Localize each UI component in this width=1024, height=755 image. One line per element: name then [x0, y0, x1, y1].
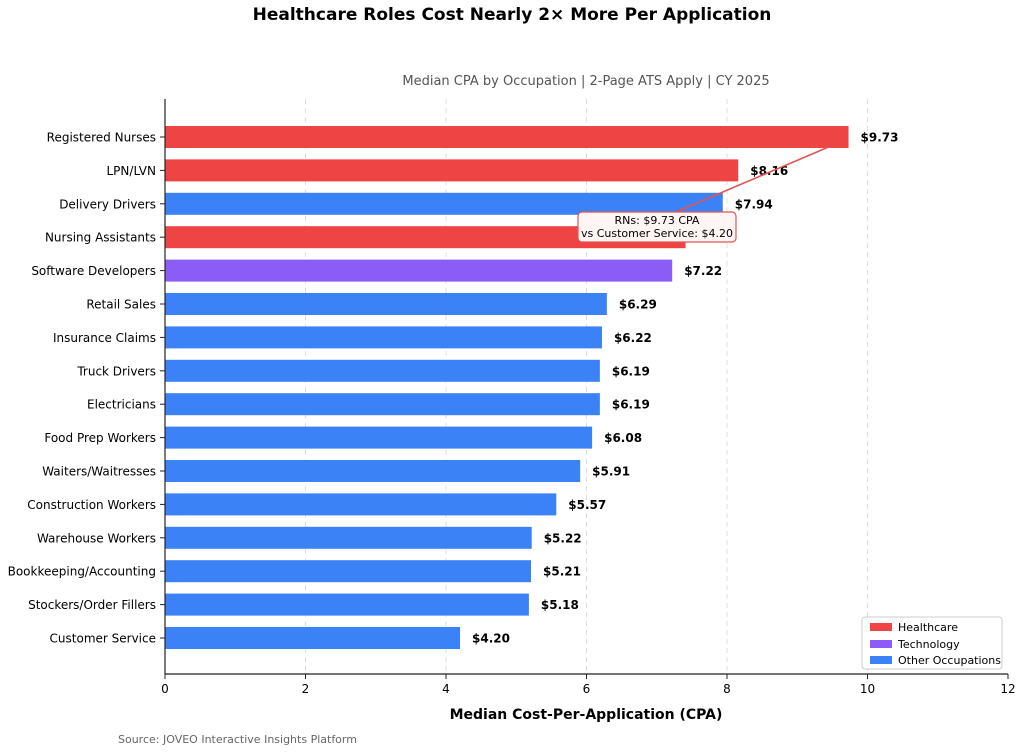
bar-food-prep-workers	[165, 426, 593, 449]
chart-subtitle: Median CPA by Occupation | 2-Page ATS Ap…	[402, 74, 769, 89]
x-tick-label: 0	[161, 682, 169, 696]
value-labels: $9.73$8.16$7.94$7.22$6.29$6.22$6.19$6.19…	[472, 131, 898, 646]
bar-stockers-order-fillers	[165, 593, 529, 616]
legend-box	[861, 616, 1003, 670]
value-label: $9.73	[861, 131, 899, 145]
x-tick-label: 12	[1000, 682, 1015, 696]
source-note: Source: JOVEO Interactive Insights Platf…	[118, 733, 357, 746]
bar-warehouse-workers	[165, 526, 532, 549]
legend-swatch-technology	[870, 640, 892, 648]
annotation-box	[577, 211, 737, 243]
bar-bookkeeping-accounting	[165, 560, 532, 583]
bars	[165, 126, 849, 649]
y-tick-label: Insurance Claims	[53, 331, 156, 345]
legend-label-technology: Technology	[897, 638, 960, 651]
y-tick-label: Software Developers	[31, 264, 156, 278]
value-label: $5.21	[543, 565, 581, 579]
y-tick-label: LPN/LVN	[107, 164, 157, 178]
value-label: $6.22	[614, 331, 652, 345]
x-axis-label: Median Cost-Per-Application (CPA)	[450, 707, 723, 723]
x-tick-label: 8	[723, 682, 731, 696]
annotation: RNs: $9.73 CPA vs Customer Service: $4.2…	[577, 146, 829, 243]
bar-nursing-assistants	[165, 226, 686, 249]
y-tick-label: Customer Service	[50, 632, 156, 646]
y-tick-label: Nursing Assistants	[45, 231, 156, 245]
value-label: $5.18	[541, 598, 579, 612]
bar-waiters-waitresses	[165, 460, 581, 482]
bar-retail-sales	[165, 293, 607, 315]
value-label: $6.19	[612, 398, 650, 412]
y-axis-ticks: Registered Nurses LPN/LVN Delivery Drivers…	[8, 131, 165, 646]
annotation-arrow	[675, 146, 829, 213]
legend-label-healthcare: Healthcare	[898, 621, 958, 634]
value-label: $4.20	[472, 632, 510, 646]
y-tick-label: Delivery Drivers	[59, 197, 156, 211]
bar-electricians	[165, 393, 600, 416]
y-tick-label: Truck Drivers	[76, 364, 156, 378]
legend-swatch-other	[870, 656, 892, 664]
annotation-text-line-2: vs Customer Service: $4.20	[581, 227, 733, 240]
bar-software-developers	[165, 259, 673, 282]
y-tick-label: Construction Workers	[27, 498, 156, 512]
bar-lpn-lvn	[165, 159, 739, 182]
grid-lines	[305, 99, 868, 674]
value-label: $6.29	[619, 298, 657, 312]
x-axis-ticks: 0 2 4 6 8 10 12	[161, 674, 1016, 696]
value-label: $5.57	[568, 498, 606, 512]
annotation-text-line-1: RNs: $9.73 CPA	[615, 214, 700, 227]
x-tick-label: 4	[442, 682, 450, 696]
value-label: $6.19	[612, 364, 650, 378]
chart-title: Healthcare Roles Cost Nearly 2× More Per…	[252, 5, 772, 25]
bar-truck-drivers	[165, 359, 600, 382]
y-tick-label: Bookkeeping/Accounting	[8, 565, 156, 579]
bar-insurance-claims	[165, 326, 602, 349]
value-label: $7.94	[735, 197, 773, 211]
value-label: $6.08	[604, 431, 642, 445]
value-label: $5.22	[544, 531, 582, 545]
value-label: $5.91	[592, 465, 630, 479]
y-tick-label: Stockers/Order Fillers	[28, 598, 156, 612]
bar-customer-service	[165, 627, 461, 649]
x-tick-label: 10	[860, 682, 875, 696]
x-tick-label: 6	[583, 682, 591, 696]
y-tick-label: Registered Nurses	[47, 131, 156, 145]
bar-registered-nurses	[165, 126, 849, 148]
legend-swatch-healthcare	[870, 623, 892, 631]
y-tick-label: Waiters/Waitresses	[42, 465, 156, 479]
legend-label-other: Other Occupations	[898, 654, 1001, 667]
y-tick-label: Food Prep Workers	[44, 431, 156, 445]
bar-construction-workers	[165, 493, 557, 516]
y-tick-label: Electricians	[87, 398, 156, 412]
value-label: $7.22	[684, 264, 722, 278]
legend: Healthcare Technology Other Occupations	[861, 616, 1003, 670]
bar-delivery-drivers	[165, 192, 723, 215]
x-tick-label: 2	[302, 682, 310, 696]
y-tick-label: Retail Sales	[86, 298, 156, 312]
y-tick-label: Warehouse Workers	[37, 531, 156, 545]
